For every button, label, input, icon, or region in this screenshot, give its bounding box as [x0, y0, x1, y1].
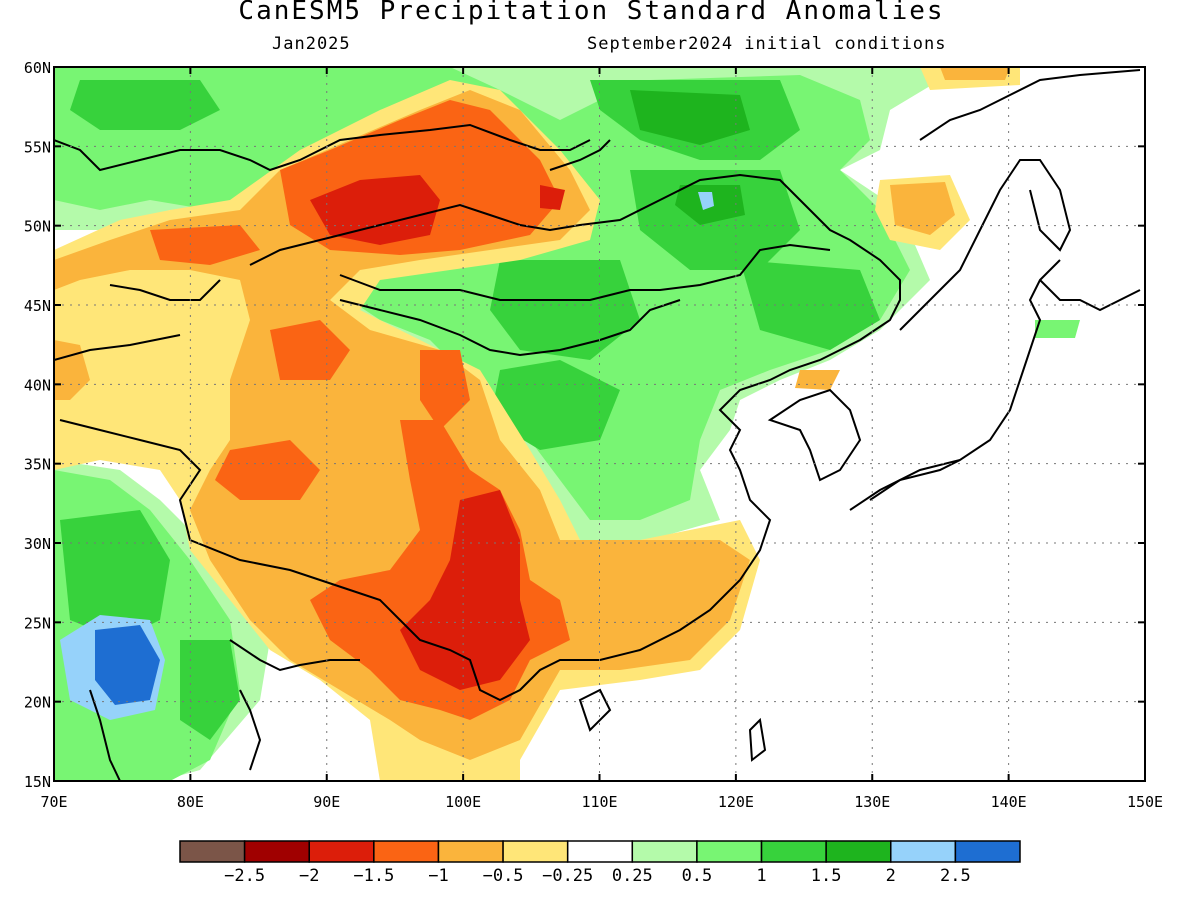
lon-tick-label: 120E [718, 793, 754, 811]
lat-tick-label: 50N [24, 218, 51, 236]
colorbar-label: 2 [886, 866, 896, 886]
lat-tick-label: 30N [24, 535, 51, 553]
lon-tick-label: 110E [581, 793, 617, 811]
lon-tick-label: 80E [177, 793, 204, 811]
colorbar-swatch [696, 840, 763, 863]
lon-tick-label: 70E [40, 793, 67, 811]
colorbar-label: 1 [756, 866, 766, 886]
colorbar-swatch [308, 840, 375, 863]
lat-tick-label: 35N [24, 456, 51, 474]
gridlines [54, 67, 1145, 781]
coastlines [54, 69, 1141, 781]
lat-tick-label: 45N [24, 297, 51, 315]
colorbar-labels: −2.5 −2 −1.5 −1 −0.5 −0.25 0.25 0.5 1 1.5 2 2.5 [224, 866, 971, 886]
anomaly-field [54, 67, 1145, 781]
lon-tick-label: 130E [854, 793, 890, 811]
axis-ticks [53, 66, 1146, 782]
lat-tick-labels: 15N 20N 25N 30N 35N 40N 45N 50N 55N 60N [24, 59, 51, 791]
lon-tick-label: 140E [991, 793, 1027, 811]
forecast-month: Jan2025 [272, 34, 351, 54]
colorbar-swatch [373, 840, 440, 863]
colorbar-swatch [179, 840, 246, 863]
colorbar-label: 0.25 [612, 866, 653, 886]
colorbar-swatch [890, 840, 957, 863]
lat-tick-label: 60N [24, 59, 51, 77]
colorbar-swatch [566, 840, 634, 863]
colorbar-swatch [502, 840, 569, 863]
colorbar-label: 0.5 [682, 866, 713, 886]
initial-conditions: September2024 initial conditions [587, 34, 947, 54]
colorbar-label: −0.5 [483, 866, 524, 886]
colorbar-swatch [954, 840, 1021, 863]
lat-tick-label: 15N [24, 773, 51, 791]
colorbar [179, 840, 1021, 863]
colorbar-label: 1.5 [811, 866, 842, 886]
lon-tick-labels: 70E 80E 90E 100E 110E 120E 130E 140E 150E [40, 793, 1163, 811]
lon-tick-label: 90E [313, 793, 340, 811]
colorbar-label: −1 [428, 866, 448, 886]
lat-tick-label: 55N [24, 138, 51, 156]
colorbar-label: −0.25 [542, 866, 593, 886]
lat-tick-label: 40N [24, 376, 51, 394]
colorbar-swatch [631, 840, 698, 863]
lat-tick-label: 20N [24, 694, 51, 712]
lon-tick-label: 150E [1127, 793, 1163, 811]
colorbar-swatch [825, 840, 892, 863]
map-title: CanESM5 Precipitation Standard Anomalies [238, 0, 945, 26]
colorbar-swatch [437, 840, 504, 863]
colorbar-label: 2.5 [940, 866, 971, 886]
colorbar-label: −1.5 [353, 866, 394, 886]
lat-tick-label: 25N [24, 614, 51, 632]
colorbar-swatch [760, 840, 827, 863]
colorbar-label: −2.5 [224, 866, 265, 886]
lon-tick-label: 100E [445, 793, 481, 811]
colorbar-label: −2 [299, 866, 319, 886]
colorbar-swatch [243, 840, 310, 863]
